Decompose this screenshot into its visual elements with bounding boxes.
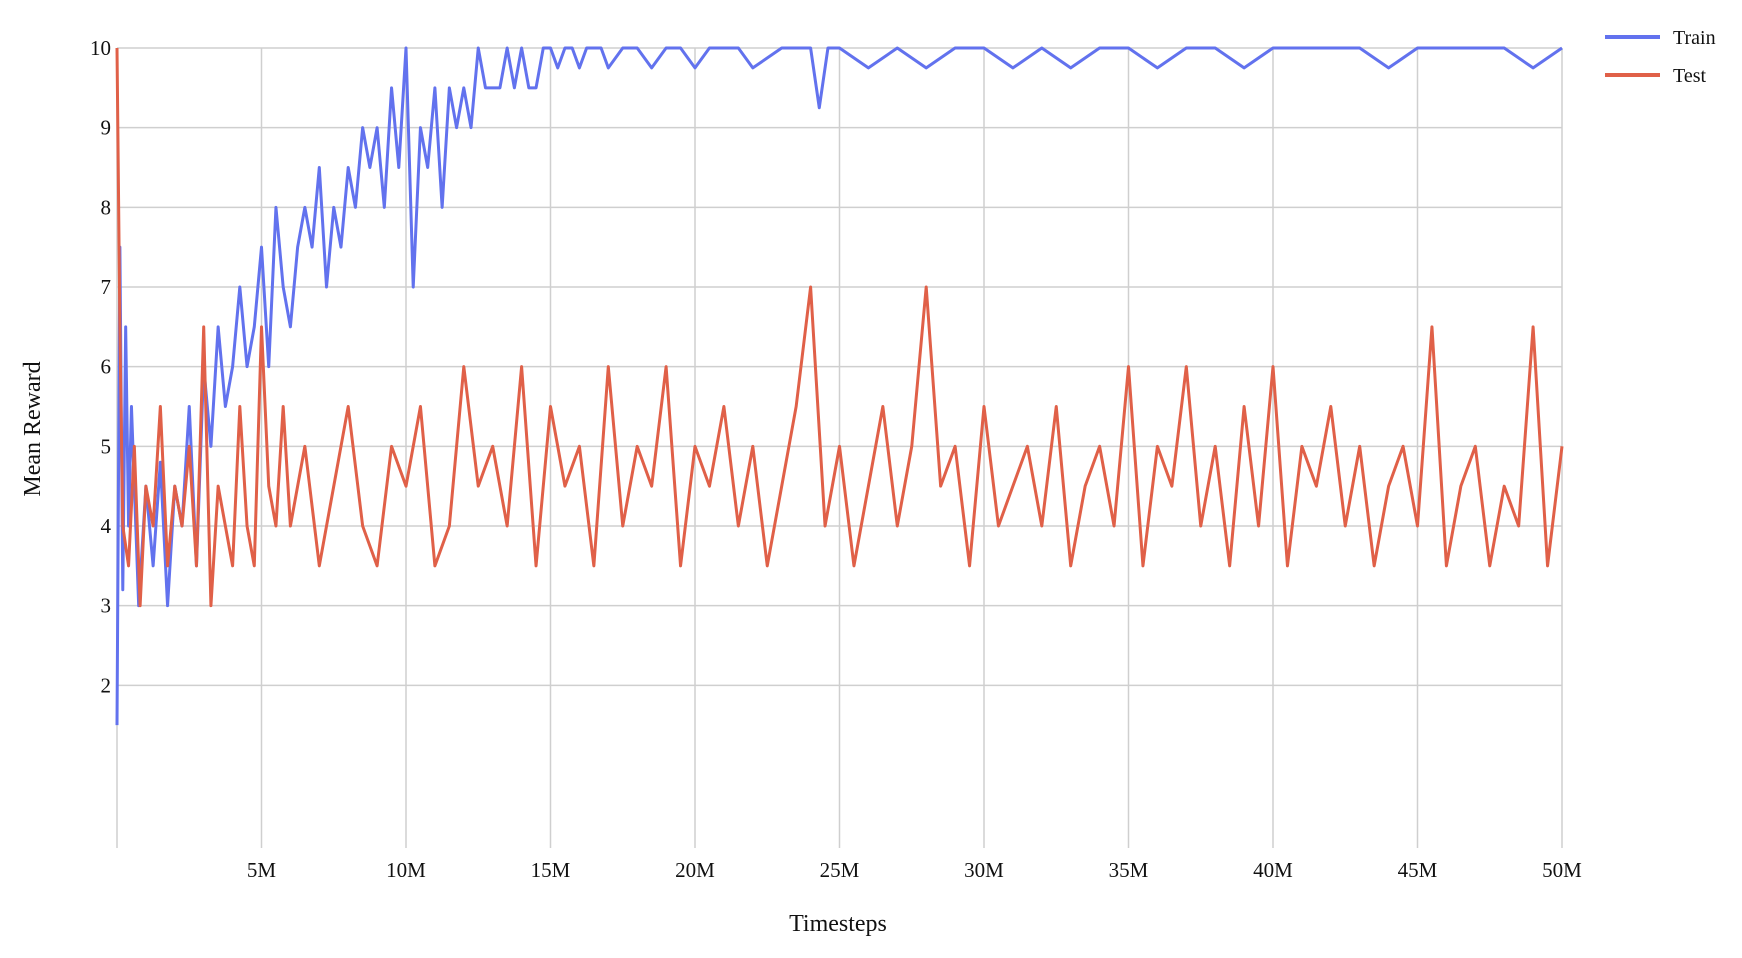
x-tick-label: 35M xyxy=(1109,858,1149,882)
series-line-test xyxy=(115,47,1564,608)
y-tick-label: 5 xyxy=(101,434,112,458)
x-tick-label: 45M xyxy=(1398,858,1438,882)
y-tick-label: 2 xyxy=(101,673,112,697)
x-tick-label: 40M xyxy=(1253,858,1293,882)
y-tick-label: 8 xyxy=(101,195,112,219)
legend: Train Test xyxy=(1605,27,1716,87)
x-tick-label: 10M xyxy=(386,858,426,882)
x-tick-label: 25M xyxy=(820,858,860,882)
x-tick-label: 15M xyxy=(531,858,571,882)
y-tick-label: 3 xyxy=(101,594,112,618)
x-tick-label: 30M xyxy=(964,858,1004,882)
x-axis-ticks: 5M 10M 15M 20M 25M 30M 35M 40M 45M 50M xyxy=(247,858,1582,882)
x-tick-label: 50M xyxy=(1542,858,1582,882)
y-tick-label: 4 xyxy=(101,514,112,538)
y-tick-label: 6 xyxy=(101,355,112,379)
y-tick-label: 10 xyxy=(90,36,111,60)
x-axis-title: Timesteps xyxy=(789,911,887,937)
x-tick-label: 20M xyxy=(675,858,715,882)
series-lines xyxy=(115,46,1564,726)
y-axis-ticks: 2 3 4 5 6 7 8 9 10 xyxy=(90,36,112,697)
legend-label-train: Train xyxy=(1673,27,1716,49)
legend-label-test: Test xyxy=(1673,65,1706,87)
y-tick-label: 9 xyxy=(101,116,112,140)
y-tick-label: 7 xyxy=(101,275,112,299)
series-line-train xyxy=(115,46,1563,726)
y-axis-title: Mean Reward xyxy=(20,361,46,496)
x-tick-label: 5M xyxy=(247,858,277,882)
